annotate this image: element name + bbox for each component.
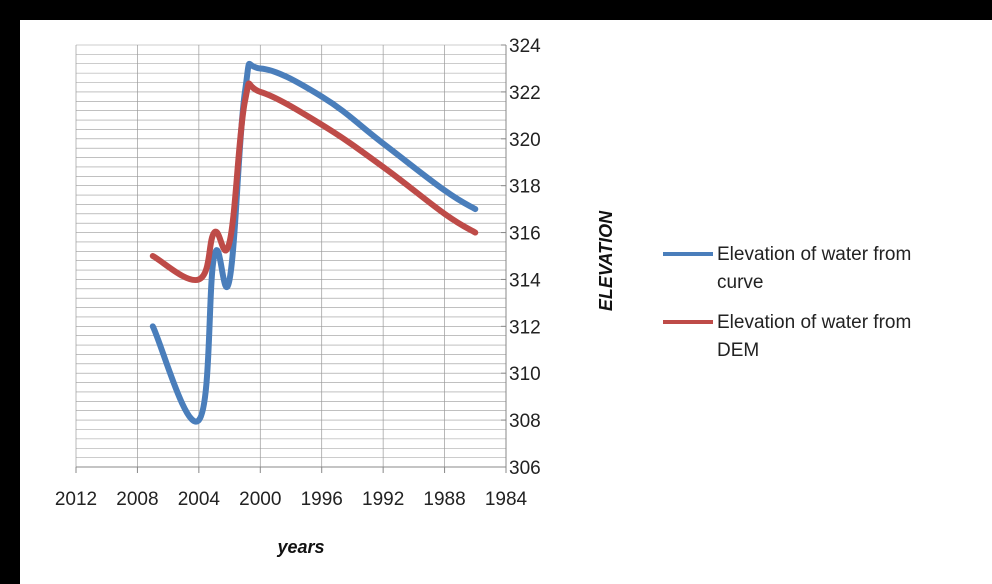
legend-label-1: Elevation of water from curve (717, 244, 911, 293)
legend-label-2: Elevation of water from DEM (717, 312, 911, 361)
y-tick-label: 320 (509, 130, 541, 151)
x-tick-label: 2004 (178, 489, 221, 510)
x-axis-title: years (276, 537, 324, 557)
y-tick-label: 308 (509, 411, 541, 432)
line-chart: 2012 2008 2004 2000 1996 1992 1988 1984 3063083… (55, 36, 911, 557)
gridlines (75, 44, 507, 468)
y-tick-label: 322 (509, 83, 541, 104)
x-tick-label: 1988 (423, 489, 465, 510)
y-tick-label: 310 (509, 364, 541, 385)
legend: Elevation of water from curve Elevation of… (663, 244, 911, 361)
y-axis-title: ELEVATION (596, 210, 616, 311)
x-tick-label: 2008 (116, 489, 158, 510)
y-tick-label: 306 (509, 458, 541, 479)
x-tick-label: 1984 (485, 489, 528, 510)
y-tick-label: 316 (509, 224, 541, 245)
y-tick-label: 312 (509, 317, 541, 338)
x-tick-label: 1992 (362, 489, 404, 510)
x-tick-labels: 2012 2008 2004 2000 1996 1992 1988 1984 (55, 489, 528, 510)
y-tick-label: 314 (509, 270, 541, 291)
series-line-2 (149, 80, 479, 283)
x-tick-label: 1996 (301, 489, 343, 510)
y-tick-label: 324 (509, 36, 541, 57)
x-tick-label: 2012 (55, 489, 97, 510)
y-tick-labels: 306 308 310 312 314 316 318 320 322 324 (509, 36, 541, 479)
x-tick-label: 2000 (239, 489, 281, 510)
series-lines (149, 60, 479, 425)
y-tick-label: 318 (509, 177, 541, 198)
axes (75, 44, 507, 473)
chart-panel: 2012 2008 2004 2000 1996 1992 1988 1984 306 308 3… (20, 20, 992, 584)
